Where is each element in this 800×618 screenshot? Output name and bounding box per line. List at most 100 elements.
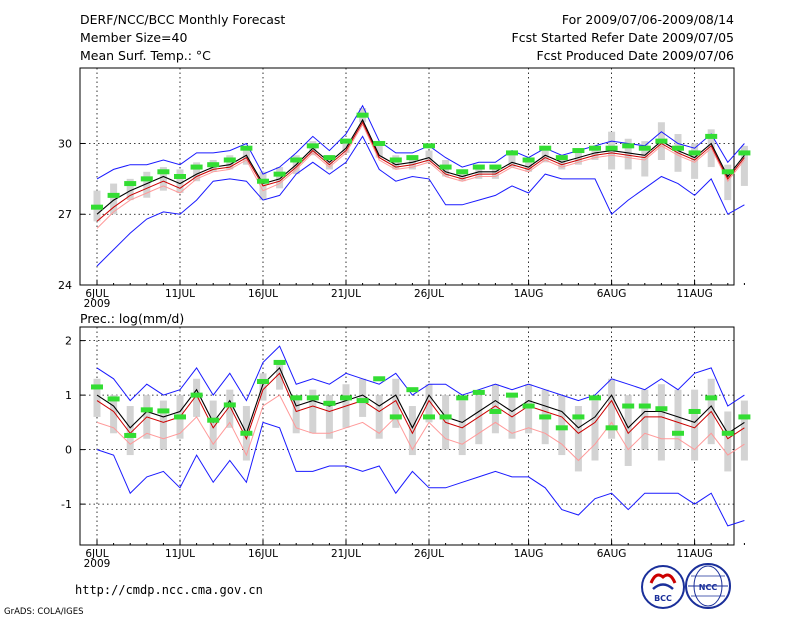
prec-spread-box	[591, 400, 599, 461]
prec-forecast-marker	[522, 403, 535, 409]
prec-frame	[79, 326, 735, 546]
temp-forecast-marker	[273, 171, 286, 177]
temp-xtick-label: 6JUL	[85, 288, 108, 300]
prec-forecast-marker	[738, 414, 751, 420]
prec-spread-box	[309, 389, 317, 434]
prec-spread-box	[691, 389, 699, 461]
temp-xtick-label: 1AUG	[514, 288, 544, 300]
temp-xtick-label: 21JUL	[331, 288, 361, 300]
temp-spread-box	[624, 138, 632, 170]
temp-forecast-marker	[705, 133, 718, 139]
temp-line-pink	[96, 123, 745, 229]
prec-spread-box	[159, 400, 167, 450]
member-size: Member Size=40	[80, 30, 187, 45]
temp-forecast-marker	[638, 145, 651, 151]
prec-forecast-marker	[389, 414, 402, 420]
temp-spread-box	[126, 178, 134, 201]
prec-xtick-label: 26JUL	[414, 548, 444, 560]
prec-forecast-marker	[240, 430, 253, 436]
prec-forecast-marker	[721, 430, 734, 436]
prec-spread-box	[259, 373, 267, 401]
temp-line-median	[96, 121, 745, 222]
temp-forecast-marker	[721, 169, 734, 175]
prec-spread-box	[193, 378, 201, 417]
prec-spread-box	[740, 400, 748, 461]
prec-forecast-marker	[223, 402, 236, 408]
temp-forecast-marker	[589, 145, 601, 151]
prec-forecast-marker	[572, 414, 585, 420]
prec-spread-box	[475, 395, 483, 445]
prec-line-median	[96, 372, 745, 440]
temp-forecast-marker	[91, 204, 103, 210]
temp-frame	[79, 67, 735, 286]
prec-forecast-marker	[705, 395, 718, 401]
temp-ytick-label: 30	[58, 137, 72, 150]
temp-forecast-marker	[572, 148, 585, 154]
temp-line-max	[96, 104, 745, 180]
temp-spread-box	[375, 143, 383, 158]
temp-forecast-marker	[323, 155, 336, 161]
temp-spread-box	[276, 167, 284, 189]
temp-xtick-label: 11JUL	[165, 288, 195, 300]
prec-forecast-marker	[107, 396, 120, 402]
prec-spread-box	[226, 389, 234, 428]
prec-xtick-label: 21JUL	[331, 548, 361, 560]
prec-forecast-marker	[472, 389, 485, 395]
prec-forecast-marker	[489, 408, 502, 414]
prec-spread-box	[392, 378, 400, 428]
prec-spread-box	[276, 362, 284, 390]
temp-forecast-marker	[522, 157, 535, 163]
temp-forecast-marker	[472, 164, 485, 170]
temp-spread-box	[193, 162, 201, 182]
temp-spread-box	[110, 183, 118, 215]
ncc-logo-text: NCC	[699, 583, 718, 592]
prec-forecast-marker	[273, 359, 286, 365]
temp-forecast-marker	[506, 150, 518, 156]
temp-xtick-label: 11AUG	[676, 288, 712, 300]
temp-spread-box	[591, 148, 599, 160]
temp-spread-box	[574, 152, 582, 165]
temp-forecast-marker	[622, 143, 635, 149]
panel2-title: Prec.: log(mm/d)	[80, 311, 184, 326]
temp-spread-box	[724, 164, 732, 201]
prec-ytick-label: -1	[61, 498, 72, 511]
prec-spread-box	[657, 384, 665, 461]
temp-spread-box	[508, 155, 516, 168]
temp-forecast-marker	[672, 145, 684, 151]
temp-forecast-marker	[688, 150, 701, 156]
prec-xtick-label: 6AUG	[597, 548, 627, 560]
temp-spread-box	[691, 143, 699, 179]
source-url[interactable]: http://cmdp.ncc.cma.gov.cn	[75, 583, 263, 597]
prec-forecast-marker	[157, 408, 170, 414]
chart-title: DERF/NCC/BCC Monthly Forecast	[80, 12, 285, 27]
prec-xtick-label: 6JUL	[85, 548, 108, 560]
temp-forecast-marker	[423, 143, 435, 149]
prec-ytick-label: 0	[65, 444, 72, 457]
prec-line-max	[96, 345, 745, 407]
temp-spread-box	[641, 141, 649, 177]
prec-forecast-marker	[140, 407, 153, 413]
temp-spread-box	[525, 159, 533, 172]
prec-forecast-marker	[406, 387, 419, 393]
precipitation-panel: 6JUL 11JUL 16JUL 21JUL 26JUL 1AUG 6AUG 11AUG 200…	[61, 326, 751, 570]
prec-spread-box	[608, 378, 616, 439]
prec-forecast-marker	[207, 417, 220, 423]
temp-forecast-marker	[539, 145, 552, 151]
prec-xtick-label: 1AUG	[514, 548, 544, 560]
temp-ytick-label: 24	[58, 279, 72, 292]
fcst-started-date: Fcst Started Refer Date 2009/07/05	[512, 30, 735, 45]
temp-forecast-marker	[190, 164, 203, 170]
temperature-panel: 6JUL 11JUL 16JUL 21JUL 26JUL 1AUG 6AUG 11AUG 200…	[58, 67, 751, 310]
temp-spread-box	[242, 148, 250, 165]
temp-spread-box	[143, 171, 151, 198]
prec-forecast-marker	[622, 403, 635, 409]
temp-forecast-marker	[174, 174, 186, 179]
prec-forecast-marker	[439, 414, 452, 420]
prec-forecast-marker	[306, 395, 319, 401]
temp-forecast-marker	[439, 164, 452, 170]
prec-ytick-label: 2	[65, 335, 72, 348]
forecast-range: For 2009/07/06-2009/08/14	[562, 12, 734, 27]
prec-spread-box	[93, 378, 101, 417]
temp-forecast-marker	[373, 140, 386, 146]
temp-forecast-marker	[389, 157, 402, 163]
